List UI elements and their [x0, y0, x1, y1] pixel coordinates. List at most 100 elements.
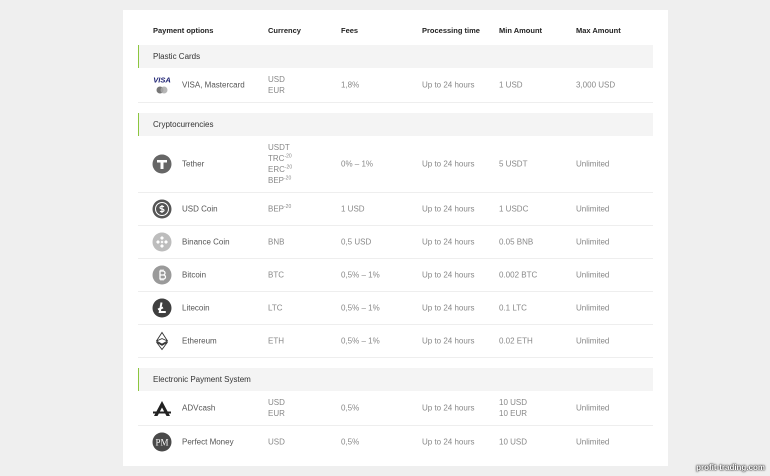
max-amount: Unlimited — [576, 237, 610, 247]
payment-icon — [152, 265, 172, 285]
min-amount-line: 10 USD — [499, 437, 528, 447]
currency-line: ETH — [268, 336, 284, 346]
fees: 0,5% — [341, 403, 360, 413]
column-header: Max Amount — [576, 26, 621, 35]
payment-name: USD Coin — [182, 204, 218, 214]
currency-line: EUR — [268, 86, 285, 95]
currency-code: BEP — [268, 176, 285, 185]
min-amount: 10 USD — [499, 437, 527, 448]
payment-name: Perfect Money — [182, 437, 234, 447]
currency-superscript: -20 — [284, 203, 292, 210]
currency-code: BEP — [268, 204, 285, 214]
min-amount-line: 0.05 BNB — [499, 237, 534, 247]
max-amount: Unlimited — [576, 270, 610, 280]
min-amount: 1 USDC — [499, 204, 528, 215]
processing-time: Up to 24 hours — [422, 403, 475, 413]
currency: ETH — [268, 336, 284, 347]
max-amount: Unlimited — [576, 403, 610, 413]
fees: 0,5% – 1% — [341, 303, 380, 313]
table-row: Ethereum ETH 0,5% – 1% Up to 24 hours 0.02 E… — [138, 325, 653, 358]
currency-line: USD — [268, 75, 285, 84]
currency-line: BNB — [268, 237, 285, 247]
currency-line: TRC-20 — [268, 153, 292, 164]
table-row: Binance Coin BNB 0,5 USD Up to 24 hours 0.05… — [138, 226, 653, 259]
payment-icon — [155, 331, 169, 351]
currency-line: ERC-20 — [268, 164, 292, 175]
currency: USD — [268, 437, 285, 448]
currency-superscript: -20 — [284, 153, 292, 160]
currency-code: ERC — [268, 165, 285, 174]
min-amount-line: 10 EUR — [499, 409, 528, 418]
payment-icon — [152, 232, 172, 252]
min-amount: 10 USD 10 EUR — [499, 397, 527, 419]
currency-line: EUR — [268, 409, 285, 418]
currency: LTC — [268, 303, 283, 314]
payment-icon — [152, 199, 172, 219]
fees: 0,5% – 1% — [341, 270, 380, 280]
processing-time: Up to 24 hours — [422, 204, 475, 214]
section-header: Cryptocurrencies — [138, 113, 653, 136]
section-header: Plastic Cards — [138, 45, 653, 68]
fees: 1 USD — [341, 204, 365, 214]
payment-name: Binance Coin — [182, 237, 230, 247]
processing-time: Up to 24 hours — [422, 437, 475, 447]
currency-line: LTC — [268, 303, 283, 313]
currency-line: USD — [268, 398, 285, 407]
section-title: Plastic Cards — [153, 52, 201, 61]
max-amount: Unlimited — [576, 336, 610, 346]
min-amount: 0.05 BNB — [499, 237, 533, 248]
min-amount: 1 USD — [499, 80, 523, 91]
currency-line: USDT — [268, 143, 290, 152]
min-amount: 5 USDT — [499, 159, 527, 170]
currency: BEP-20 — [268, 204, 291, 215]
table-row: Bitcoin BTC 0,5% – 1% Up to 24 hours 0.002 B… — [138, 259, 653, 292]
min-amount: 0.02 ETH — [499, 336, 533, 347]
processing-time: Up to 24 hours — [422, 80, 475, 90]
section-title: Electronic Payment System — [153, 375, 251, 384]
payment-name: Bitcoin — [182, 270, 207, 280]
column-header: Fees — [341, 26, 359, 35]
header-row: Payment options Currency Fees Processing ti… — [138, 10, 653, 45]
min-amount-line: 0.1 LTC — [499, 303, 527, 313]
card: Payment options Currency Fees Processing ti… — [123, 10, 668, 466]
processing-time: Up to 24 hours — [422, 303, 475, 313]
payment-name: Tether — [182, 159, 205, 169]
currency-line: BEP-20 — [268, 175, 292, 186]
table-row: Tether USDT TRC-20 ERC-20 BEP-20 0% – 1% Up to… — [138, 136, 653, 193]
table-row: Litecoin LTC 0,5% – 1% Up to 24 hours 0.1 LT… — [138, 292, 653, 325]
min-amount-line: 10 USD — [499, 398, 528, 407]
column-header: Currency — [268, 26, 301, 35]
fees: 0,5 USD — [341, 237, 372, 247]
processing-time: Up to 24 hours — [422, 159, 475, 169]
payment-name: Ethereum — [182, 336, 217, 346]
logo-text: VISA — [153, 76, 171, 85]
currency-line: BEP-20 — [268, 204, 291, 215]
min-amount-line: 1 USDC — [499, 204, 529, 214]
currency-line: BTC — [268, 270, 284, 280]
max-amount: Unlimited — [576, 303, 610, 313]
max-amount: Unlimited — [576, 204, 610, 214]
currency: BTC — [268, 270, 284, 281]
payment-icon — [152, 154, 172, 174]
currency: USD EUR — [268, 74, 285, 96]
table-row: ADVcash USD EUR 0,5% Up to 24 hours 10 USD 10 … — [138, 391, 653, 426]
section-title: Cryptocurrencies — [153, 120, 214, 129]
payment-name: Litecoin — [182, 303, 210, 313]
currency-superscript: -20 — [284, 175, 292, 182]
fees: 0,5% – 1% — [341, 336, 380, 346]
currency-line: USD — [268, 437, 285, 447]
payment-icon: VISA — [153, 76, 171, 94]
payment-name: VISA, Mastercard — [182, 80, 245, 90]
section-header: Electronic Payment System — [138, 368, 653, 391]
min-amount-line: 5 USDT — [499, 159, 528, 169]
processing-time: Up to 24 hours — [422, 336, 475, 346]
fees: 0% – 1% — [341, 159, 374, 169]
table-row: VISA VISA, Mastercard USD EUR 1,8% Up to 24 h… — [138, 68, 653, 103]
payment-icon — [153, 401, 171, 416]
min-amount-line: 0.02 ETH — [499, 336, 533, 346]
watermark: profit-trading.com — [696, 463, 765, 472]
currency-code: TRC — [268, 154, 285, 163]
max-amount: Unlimited — [576, 159, 610, 169]
table: Payment options Currency Fees Processing ti… — [138, 10, 653, 458]
